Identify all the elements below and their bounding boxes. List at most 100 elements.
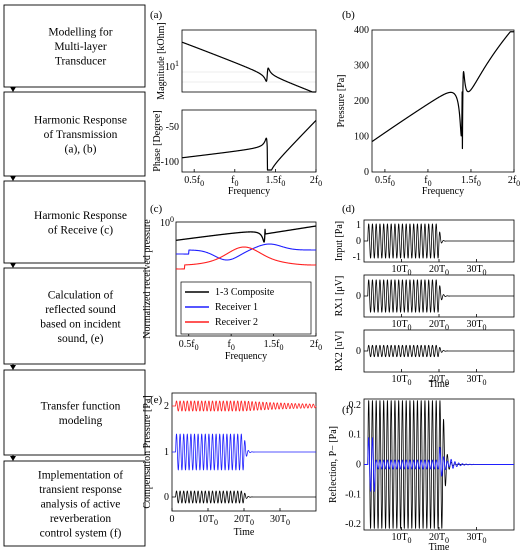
- flow-step-box: [3, 4, 146, 88]
- flow-step-box: [3, 460, 146, 547]
- panel-d-xlabel: Time: [429, 379, 450, 390]
- flow-arrowhead: [10, 456, 16, 461]
- x-tick: 10T0: [391, 264, 411, 277]
- flow-arrowhead: [10, 87, 16, 92]
- flow-step-text: control system (f): [40, 528, 122, 540]
- x-tick: 1.5f0: [461, 175, 481, 188]
- y-tick: -0.1: [345, 489, 361, 500]
- x-tick: 1.5f0: [265, 175, 285, 188]
- y-tick: 300: [354, 61, 369, 72]
- mag-ylabel: Magnitude [kOhm]: [156, 22, 167, 100]
- y-tick: 1: [164, 447, 169, 458]
- x-tick: 10T0: [391, 532, 411, 545]
- flow-step-text: Calculation of: [48, 289, 114, 301]
- flow-step: Modelling for Multi-layer Transducer: [3, 4, 146, 88]
- y-tick: 0: [356, 236, 361, 247]
- time-signal: [363, 344, 515, 358]
- y-tick: -1: [353, 252, 361, 263]
- panel-b-letter: (b): [342, 9, 355, 21]
- panel-b-frame: [371, 29, 515, 173]
- y-tick: -0.2: [345, 519, 361, 530]
- x-tick: f0: [231, 175, 238, 188]
- flow-step-box: [3, 180, 146, 264]
- reflection-blue: [363, 437, 515, 492]
- time-signal: [363, 223, 515, 259]
- x-tick: 30T0: [466, 319, 486, 332]
- series-receiver-1: [175, 243, 317, 261]
- x-tick: 0.5f0: [179, 339, 199, 352]
- panel-e-letter: (e): [150, 394, 163, 406]
- y-tick: 0.2: [349, 400, 362, 411]
- phase-tick: -100: [161, 157, 179, 168]
- panel-d-letter: (d): [342, 203, 355, 215]
- panel-c-ylabel: Normalized received pressure: [142, 219, 153, 339]
- c-ytick: 100: [160, 215, 174, 229]
- x-tick: f0: [424, 175, 431, 188]
- phase-tick: -50: [166, 122, 179, 133]
- flow-step-text: Modelling for: [48, 27, 112, 39]
- phase-ylabel: Phase [Degree]: [152, 110, 163, 171]
- x-tick: 10T0: [391, 374, 411, 387]
- panel-f: (f)0.2 0.1 0 -0.1 -0.2 Reflection, P− [Pa] 10T…: [328, 398, 515, 550]
- panel-b-xlabel: Frequency: [422, 186, 464, 197]
- flowchart: Modelling for Multi-layer Transducer Harmon…: [3, 4, 146, 547]
- x-tick: 20T0: [429, 532, 449, 545]
- legend-entry: Receiver 2: [215, 317, 258, 328]
- x-tick: 20T0: [234, 514, 254, 527]
- x-tick: 30T0: [466, 264, 486, 277]
- x-tick: 30T0: [466, 532, 486, 545]
- time-signal: [363, 279, 515, 313]
- x-tick: 10T0: [198, 514, 218, 527]
- x-tick: 1.5f0: [264, 339, 284, 352]
- flow-step-text: modeling: [59, 415, 103, 427]
- y-tick: 0: [164, 492, 169, 503]
- flow-step-text: reflected sound: [45, 304, 116, 316]
- x-tick: 30T0: [466, 374, 486, 387]
- flow-step: Calculation of reflected sound based on in…: [3, 267, 146, 365]
- panel-f-letter: (f): [342, 404, 353, 416]
- flow-step-box: [3, 267, 146, 365]
- flow-step: Implementation of transient response analy…: [3, 460, 146, 547]
- panel-f-ylabel: Reflection, P− [Pa]: [328, 426, 339, 503]
- y-tick: 1: [356, 220, 361, 231]
- x-tick: 20T0: [429, 374, 449, 387]
- panel-c-letter: (c): [150, 203, 163, 215]
- y-tick: 0: [364, 167, 369, 178]
- panel-e-ylabel: Compensation Pressure [Pa]: [142, 395, 153, 508]
- panel-c-xlabel: Frequency: [225, 351, 267, 362]
- x-tick: 20T0: [429, 319, 449, 332]
- x-tick: 30T0: [270, 514, 290, 527]
- x-tick: 10T0: [391, 319, 411, 332]
- flow-arrowhead: [10, 365, 16, 370]
- flow-step-text: reverberation: [50, 513, 112, 525]
- y-tick: 0: [356, 460, 361, 471]
- panel-c-frame: [175, 221, 317, 337]
- flow-step-box: [3, 369, 146, 456]
- series-blue: [171, 433, 317, 471]
- flow-step: Harmonic Response of Receive (c): [3, 180, 146, 264]
- series-receiver-2: [175, 246, 317, 270]
- x-tick: 0: [170, 514, 175, 525]
- flow-arrowhead: [10, 263, 16, 268]
- panel-d: (d) 0 1 -1 Input [Pa] 10T0 20T0 30T0 0 RX1 [μV] 10…: [334, 203, 515, 390]
- x-tick: f0: [227, 339, 234, 352]
- mag-tick: 101: [165, 59, 179, 73]
- flow-step-box: [3, 91, 146, 177]
- flow-step-text: Harmonic Response: [34, 210, 127, 222]
- flow-step-text: of Transmission: [44, 129, 118, 141]
- y-tick: 0: [356, 291, 361, 302]
- flow-step-text: (a), (b): [65, 144, 97, 156]
- panel-a-xlabel: Frequency: [228, 186, 270, 197]
- y-tick: 200: [354, 96, 369, 107]
- flow-arrowhead: [10, 176, 16, 181]
- flow-step-text: Harmonic Response: [34, 115, 127, 127]
- flow-step-text: analysis of active: [41, 499, 121, 511]
- series-red: [171, 400, 317, 412]
- legend-entry: Receiver 1: [215, 302, 258, 313]
- x-tick: 2f0: [310, 175, 322, 188]
- legend-box: [180, 281, 312, 335]
- panel-d-ylabel: RX2 [uV]: [334, 331, 345, 371]
- panel-d-ylabel: Input [Pa]: [334, 221, 345, 261]
- panel-a-magnitude-frame: [181, 29, 317, 93]
